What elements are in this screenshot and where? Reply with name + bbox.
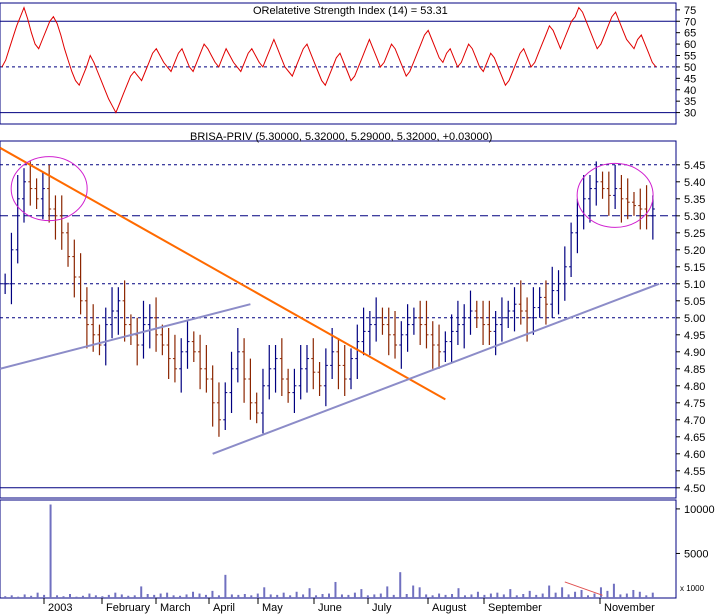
price-y-tick-label: 4.95	[684, 330, 705, 342]
top-circle-right	[576, 162, 654, 228]
price-y-tick-label: 5.15	[684, 262, 705, 274]
rsi-series-line	[1, 6, 657, 114]
price-panel-title: BRISA-PRIV (5.30000, 5.32000, 5.29000, 5…	[190, 131, 492, 143]
x-axis-label: August	[432, 602, 466, 614]
rsi-y-tick-label: 50	[684, 62, 696, 74]
downtrend-line	[0, 146, 446, 401]
rsi-y-tick-label: 75	[684, 5, 696, 17]
rsi-y-tick-label: 30	[684, 108, 696, 120]
price-y-tick-label: 4.50	[684, 483, 705, 495]
price-y-tick-label: 4.55	[684, 466, 705, 478]
x-axis-label: September	[488, 602, 542, 614]
support-trend-line	[212, 282, 660, 455]
x-axis-label: May	[262, 602, 283, 614]
x-axis-label: April	[213, 602, 235, 614]
price-y-tick-label: 4.70	[684, 415, 705, 427]
price-y-tick-label: 5.40	[684, 177, 705, 189]
price-y-tick-label: 5.05	[684, 296, 705, 308]
price-y-tick-label: 5.10	[684, 279, 705, 291]
volume-trend-line	[564, 581, 603, 596]
price-y-tick-label: 5.20	[684, 245, 705, 257]
price-y-tick-label: 4.80	[684, 381, 705, 393]
volume-unit-label: x 1000	[680, 584, 705, 593]
price-y-tick-label: 4.65	[684, 432, 705, 444]
volume-y-tick-label: 10000	[684, 504, 715, 516]
x-axis-label: February	[106, 602, 151, 614]
x-axis-label: March	[160, 602, 191, 614]
rsi-y-tick-label: 35	[684, 96, 696, 108]
volume-layer: 10000 5000	[4, 504, 715, 598]
volume-y-tick-label: 5000	[684, 548, 708, 560]
price-y-tick-label: 4.85	[684, 364, 705, 376]
x-axis: 2003 February March April May June July August S…	[43, 598, 655, 614]
rsi-panel-frame	[0, 2, 677, 125]
x-axis-label: June	[318, 602, 342, 614]
price-y-tick-label: 5.25	[684, 228, 705, 240]
lower-trend-line	[0, 303, 251, 370]
rsi-y-tick-label: 55	[684, 51, 696, 63]
price-panel-frame	[0, 140, 677, 499]
rsi-panel-title: ORelatetive Strength Index (14) = 53.31	[253, 5, 448, 17]
price-y-tick-label: 5.30	[684, 211, 705, 223]
rsi-y-tick-label: 70	[684, 16, 696, 28]
rsi-y-tick-label: 40	[684, 85, 696, 97]
price-y-tick-label: 4.75	[684, 398, 705, 410]
rsi-y-tick-label: 60	[684, 39, 696, 51]
price-layer: 5.45 5.40 5.35 5.30 5.25 5.20 5.15 5.10 5.05 5.00…	[0, 146, 705, 495]
price-y-tick-label: 5.00	[684, 313, 705, 325]
top-circle-left	[10, 156, 88, 222]
x-axis-label: 2003	[48, 602, 72, 614]
price-y-tick-label: 5.45	[684, 160, 705, 172]
price-y-tick-label: 4.90	[684, 347, 705, 359]
price-y-tick-label: 5.35	[684, 194, 705, 206]
x-axis-label: July	[372, 602, 392, 614]
volume-panel-frame	[0, 499, 677, 599]
rsi-y-tick-label: 65	[684, 28, 696, 40]
price-y-tick-label: 4.60	[684, 449, 705, 461]
rsi-y-tick-label: 45	[684, 73, 696, 85]
x-axis-label: November	[604, 602, 655, 614]
